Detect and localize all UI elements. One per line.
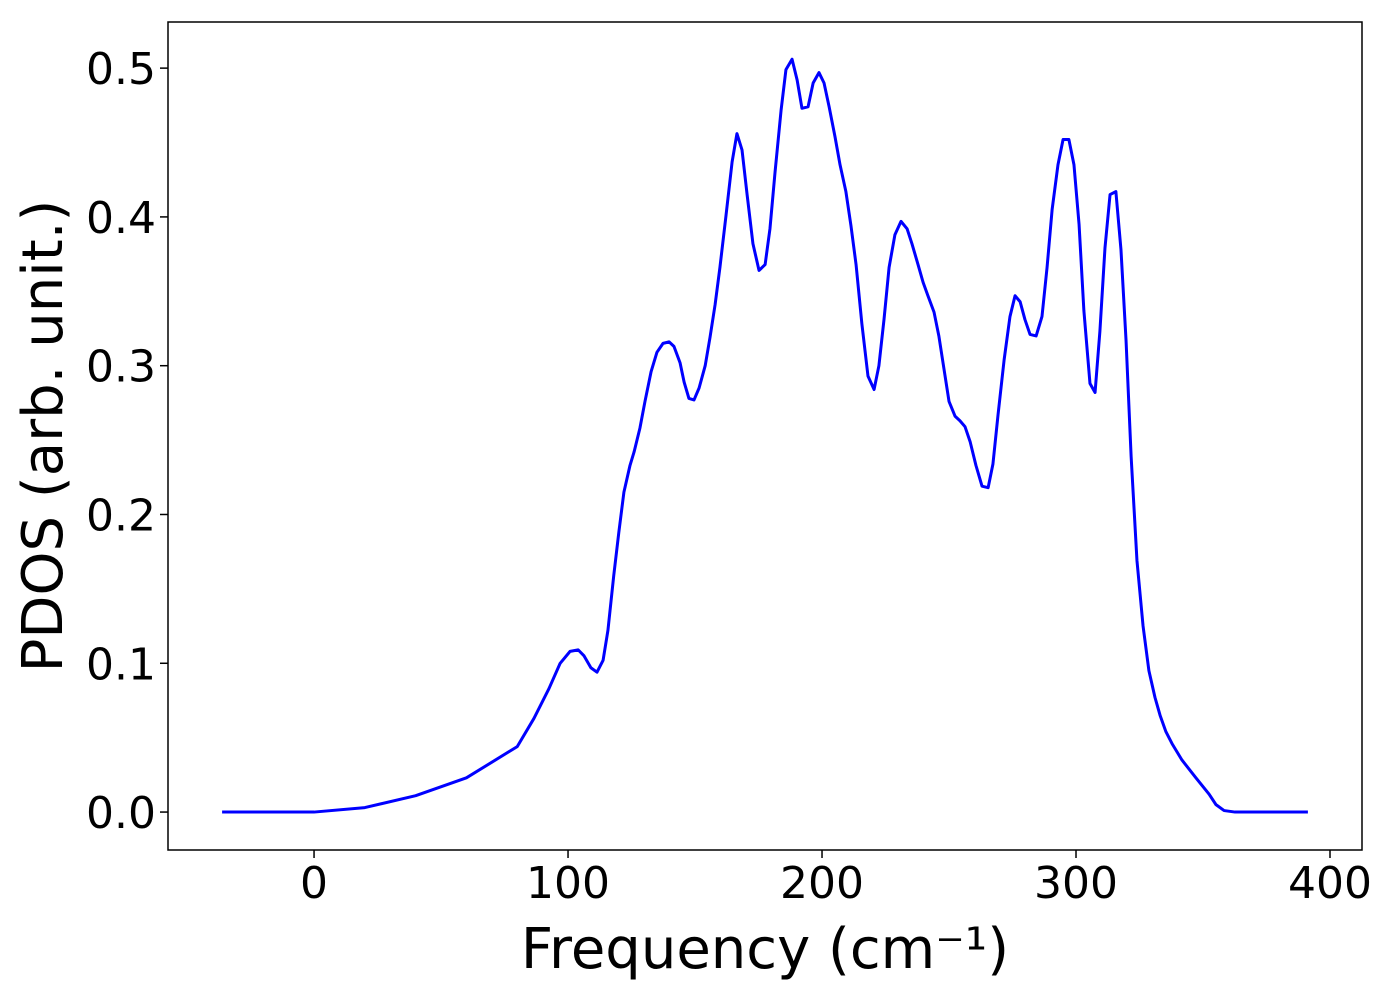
- y-tick-label: 0.0: [86, 788, 156, 839]
- x-tick-label: 200: [780, 858, 864, 909]
- y-tick-label: 0.3: [86, 342, 156, 393]
- y-tick-label: 0.1: [86, 639, 156, 690]
- y-tick-label: 0.4: [86, 193, 156, 244]
- y-axis-label: PDOS (arb. unit.): [11, 200, 76, 673]
- x-tick-label: 300: [1034, 858, 1118, 909]
- x-tick-label: 400: [1288, 858, 1372, 909]
- x-tick-label: 100: [526, 858, 610, 909]
- x-tick-label: 0: [300, 858, 328, 909]
- plot-frame: [167, 21, 1363, 851]
- y-tick-label: 0.2: [86, 490, 156, 541]
- x-axis-label: Frequency (cm⁻¹): [521, 917, 1009, 982]
- y-tick-label: 0.5: [86, 44, 156, 95]
- line-series: [222, 57, 1308, 814]
